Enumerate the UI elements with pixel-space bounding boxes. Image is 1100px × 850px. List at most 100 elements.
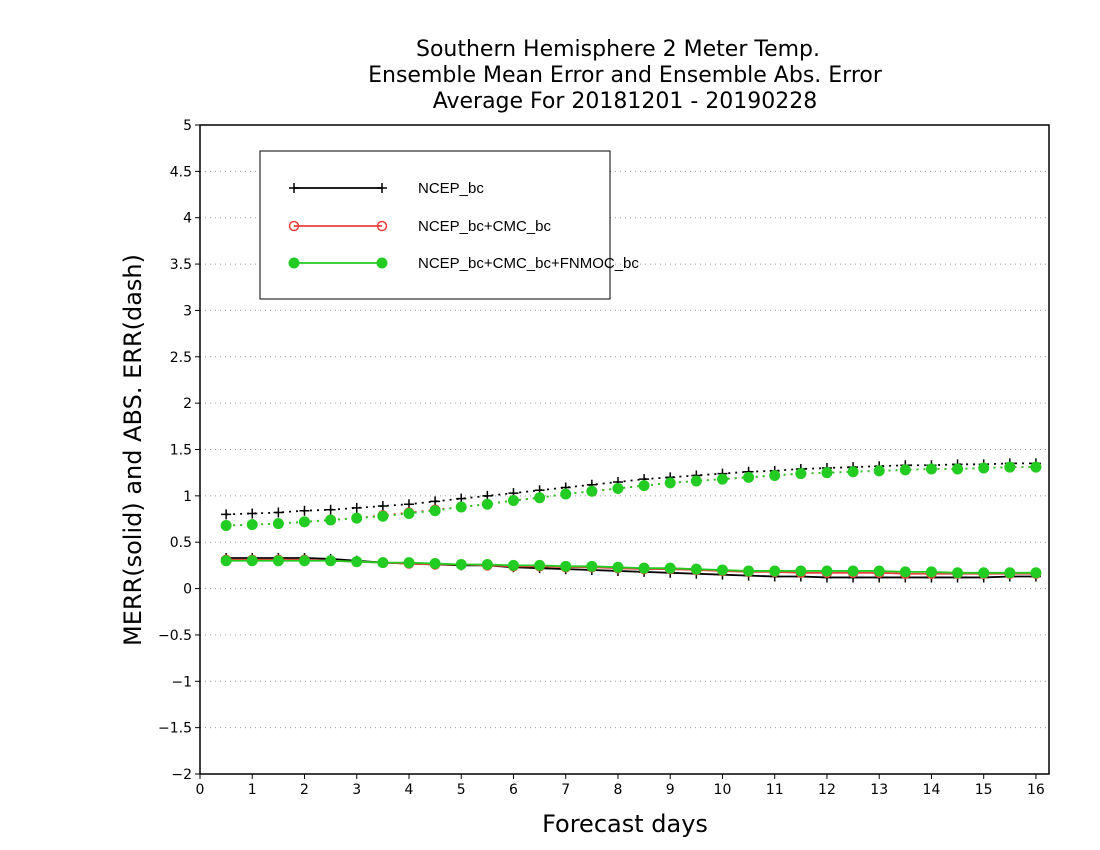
abs-err-point — [299, 505, 310, 516]
abs-err-point — [612, 482, 624, 494]
abs-err-point — [899, 464, 911, 476]
x-tick-label: 12 — [818, 782, 836, 798]
x-tick-label: 15 — [975, 782, 993, 798]
y-tick-label: −1 — [171, 674, 192, 690]
merr-point — [925, 566, 937, 578]
y-tick-label: 0 — [183, 582, 192, 598]
y-tick-label: 5 — [183, 118, 192, 134]
merr-point — [690, 563, 702, 575]
abs-err-line-series-1 — [226, 462, 1036, 516]
legend-marker-end — [376, 220, 388, 232]
legend-marker-end — [376, 257, 388, 269]
abs-err-point — [638, 480, 650, 492]
abs-err-point — [769, 469, 781, 481]
y-tick-label: 4 — [183, 211, 192, 227]
abs-err-point — [272, 518, 284, 530]
x-tick-label: 7 — [561, 782, 570, 798]
abs-err-point — [821, 467, 833, 479]
x-tick-label: 16 — [1027, 782, 1045, 798]
merr-point — [325, 555, 337, 567]
x-tick-label: 8 — [614, 782, 623, 798]
abs-err-point — [534, 492, 546, 504]
merr-point — [586, 560, 598, 572]
abs-err-point — [377, 510, 389, 522]
merr-point — [298, 555, 310, 567]
legend-box — [259, 150, 611, 300]
merr-point — [534, 559, 546, 571]
abs-err-point — [481, 498, 493, 510]
merr-point — [507, 559, 519, 571]
abs-err-point — [507, 494, 519, 506]
merr-point — [560, 560, 572, 572]
abs-err-point — [664, 477, 676, 489]
chart-title-line-3: Average For 20181201 - 20190228 — [433, 89, 818, 114]
x-tick-label: 1 — [248, 782, 257, 798]
x-tick-label: 11 — [766, 782, 784, 798]
abs-err-point — [690, 475, 702, 487]
legend-label: NCEP_bc — [418, 180, 484, 197]
abs-err-point — [298, 516, 310, 528]
legend-label: NCEP_bc+CMC_bc — [418, 218, 551, 235]
abs-err-point — [351, 502, 362, 513]
abs-err-point — [952, 463, 964, 475]
abs-err-point — [351, 512, 363, 524]
merr-point — [769, 565, 781, 577]
y-tick-label: 1 — [183, 489, 192, 505]
merr-point — [1030, 567, 1042, 579]
merr-point — [664, 562, 676, 574]
x-tick-label: 2 — [300, 782, 309, 798]
legend: NCEP_bc NCEP_bc+CMC_bc NCEP_bc+CMC_bc+FNMO… — [259, 150, 639, 300]
merr-point — [952, 567, 964, 579]
abs-err-line-series-3 — [226, 466, 1036, 527]
abs-err-point — [429, 505, 441, 517]
merr-point — [1004, 567, 1016, 579]
merr-point — [978, 567, 990, 579]
legend-item-3: NCEP_bc+CMC_bc+FNMOC_bc — [288, 255, 639, 272]
abs-err-point — [560, 488, 572, 500]
abs-err-point — [873, 465, 885, 477]
abs-err-point — [795, 468, 807, 480]
y-tick-label: 1.5 — [170, 443, 192, 459]
merr-point — [220, 555, 232, 567]
legend-marker-start — [288, 257, 300, 269]
plot-series — [220, 458, 1042, 583]
y-tick-label: 3.5 — [170, 257, 192, 273]
x-tick-label: 6 — [509, 782, 518, 798]
x-axis-label: Forecast days — [542, 810, 708, 838]
y-tick-label: 3 — [183, 303, 192, 319]
legend-marker-end — [377, 183, 387, 193]
y-axis-ticks: −2 −1.5 −1 −0.5 0 0.5 1 1.5 2 2.5 3 3.5 4 4.5 5 — [158, 118, 200, 783]
merr-point — [481, 558, 493, 570]
merr-point — [847, 565, 859, 577]
series-3 — [220, 461, 1042, 579]
merr-point — [899, 566, 911, 578]
abs-err-point — [325, 504, 336, 515]
x-tick-label: 10 — [714, 782, 732, 798]
merr-point — [873, 565, 885, 577]
merr-point — [743, 565, 755, 577]
abs-err-point — [377, 501, 388, 512]
legend-marker-start — [289, 183, 299, 193]
abs-err-point — [716, 473, 728, 485]
x-tick-label: 0 — [196, 782, 205, 798]
merr-point — [246, 555, 258, 567]
merr-point — [351, 556, 363, 568]
merr-point — [429, 558, 441, 570]
x-tick-label: 4 — [405, 782, 414, 798]
abs-err-point — [403, 507, 415, 519]
chart-title-line-1: Southern Hemisphere 2 Meter Temp. — [416, 37, 820, 62]
legend-marker-start — [288, 220, 300, 232]
y-tick-label: 2 — [183, 396, 192, 412]
merr-point — [403, 557, 415, 569]
merr-point — [272, 555, 284, 567]
abs-err-point — [455, 501, 467, 513]
abs-err-point — [978, 462, 990, 474]
chart-title-line-2: Ensemble Mean Error and Ensemble Abs. Er… — [368, 63, 883, 88]
x-tick-label: 5 — [457, 782, 466, 798]
abs-err-point — [925, 463, 937, 475]
series-1 — [221, 458, 1041, 583]
merr-point — [795, 565, 807, 577]
y-tick-label: 0.5 — [170, 535, 192, 551]
merr-point — [612, 561, 624, 573]
